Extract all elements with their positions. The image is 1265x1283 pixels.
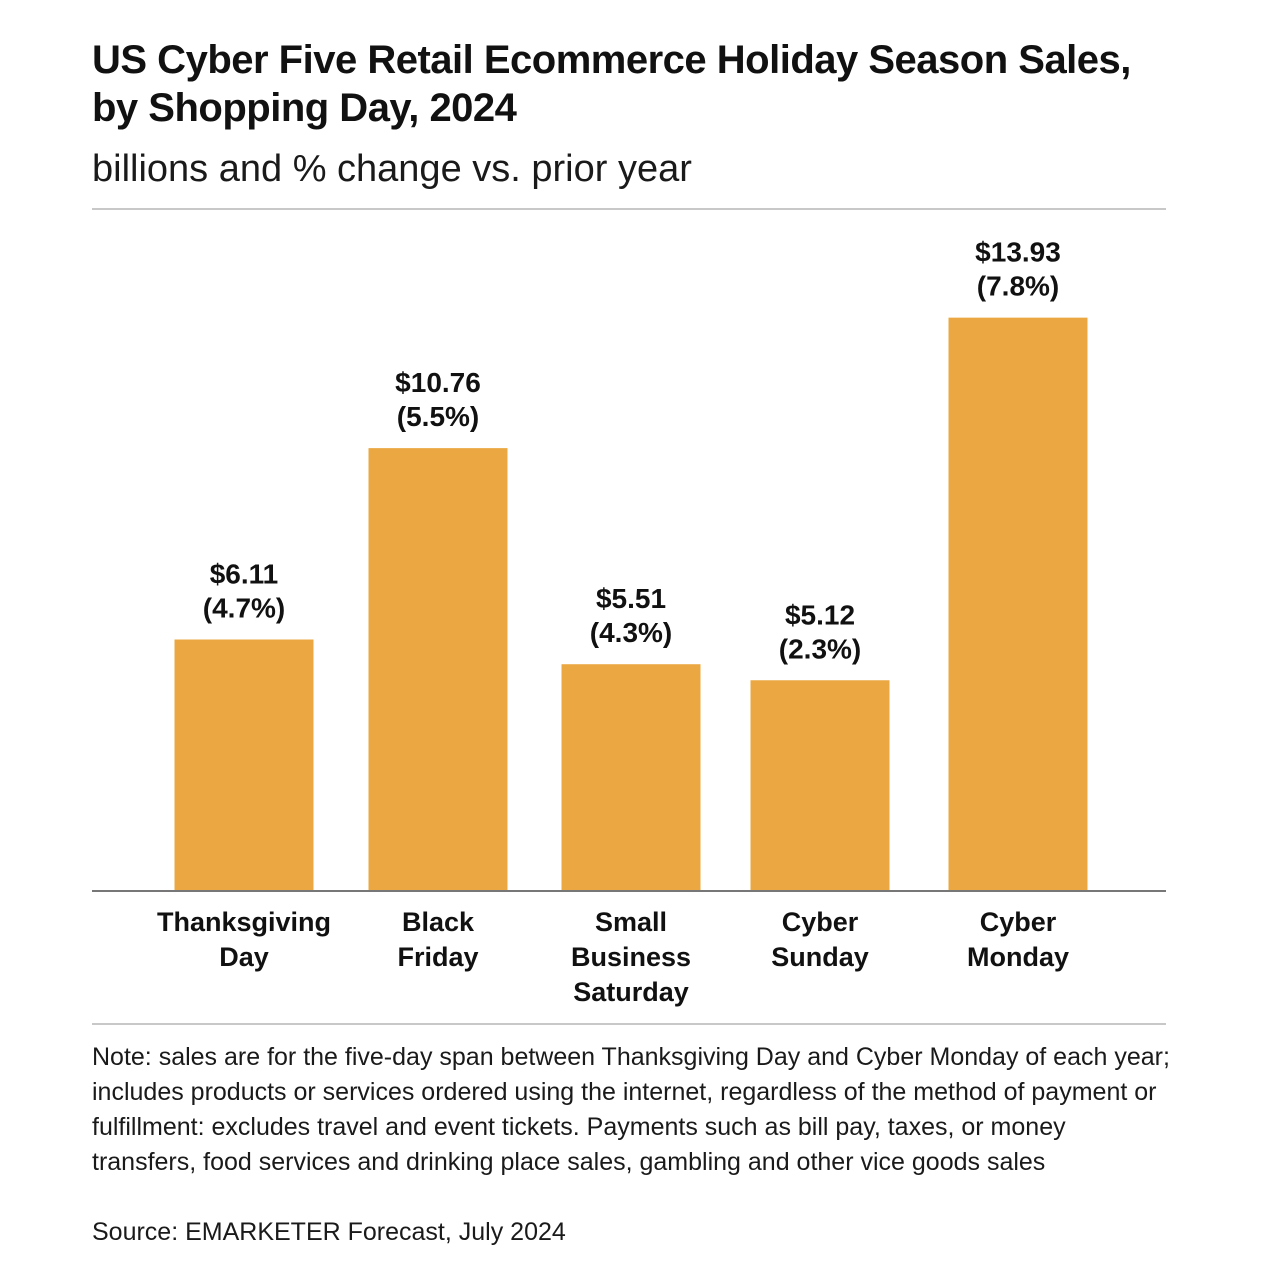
chart-note: Note: sales are for the five-day span be… <box>92 1043 1170 1176</box>
x-tick-label: Friday <box>397 942 478 972</box>
chart-subtitle: billions and % change vs. prior year <box>92 148 692 190</box>
x-tick-label: Business <box>571 942 691 972</box>
x-tick-label: Monday <box>967 942 1069 972</box>
data-label-value: $5.12 <box>785 599 855 630</box>
data-label-pct: (5.5%) <box>397 401 479 432</box>
top-divider <box>92 208 1166 210</box>
chart-title: US Cyber Five Retail Ecommerce Holiday S… <box>92 38 1131 130</box>
x-tick-label: Sunday <box>771 942 869 972</box>
chart-source: Source: EMARKETER Forecast, July 2024 <box>92 1218 566 1246</box>
bar <box>561 664 701 891</box>
bottom-divider <box>92 1023 1166 1025</box>
data-label-value: $10.76 <box>395 367 481 398</box>
bar <box>368 448 508 891</box>
x-tick-label: Cyber <box>980 907 1057 937</box>
x-tick-label: Cyber <box>782 907 859 937</box>
data-label-pct: (4.7%) <box>203 593 285 624</box>
data-label-pct: (4.3%) <box>590 617 672 648</box>
x-tick-label: Day <box>219 942 269 972</box>
bar <box>174 639 314 891</box>
x-tick-label: Small <box>595 907 667 937</box>
bar-chart: $6.11(4.7%) Thanksgiving Day $10.76(5.5%) Bl… <box>92 237 1166 1007</box>
data-label-pct: (2.3%) <box>779 633 861 664</box>
data-label-value: $5.51 <box>596 583 666 614</box>
x-tick-label: Black <box>402 907 475 937</box>
data-label-value: $6.11 <box>210 559 279 590</box>
x-tick-label: Thanksgiving <box>157 907 331 937</box>
data-label-pct: (7.8%) <box>977 271 1059 302</box>
bar <box>750 680 890 891</box>
data-label-value: $13.93 <box>975 237 1061 268</box>
x-tick-label: Saturday <box>573 977 689 1007</box>
bar <box>948 317 1088 891</box>
